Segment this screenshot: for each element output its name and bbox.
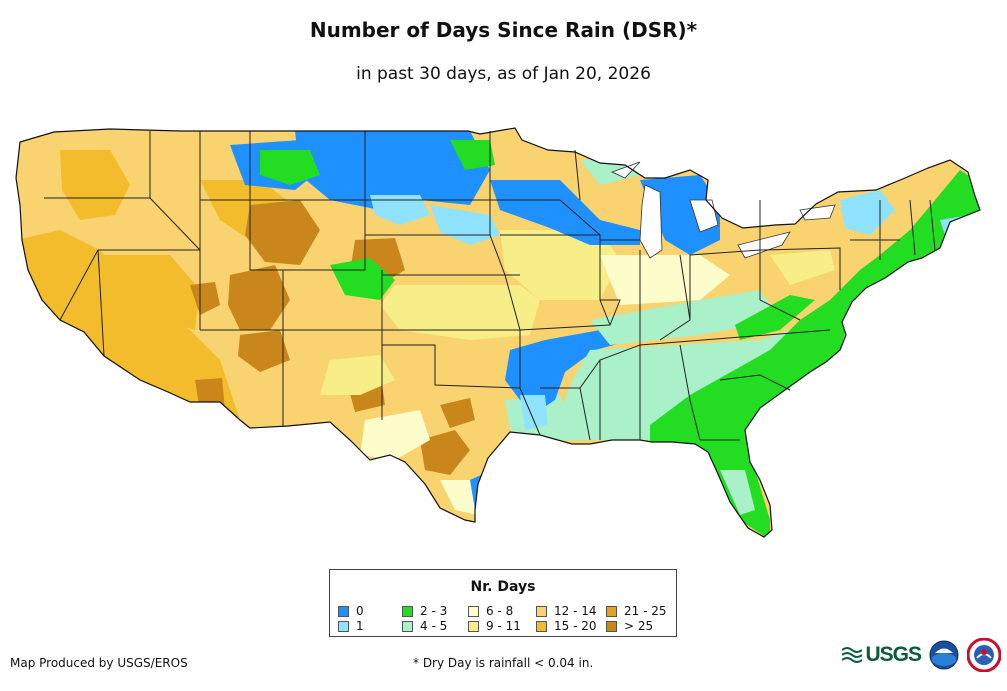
zone-25plus-arizona-south [195, 378, 225, 412]
lake-huron [689, 199, 719, 233]
legend-item: > 25 [606, 619, 653, 633]
producer-credit: Map Produced by USGS/EROS [10, 656, 188, 670]
zone-2-3-nebraska [330, 258, 395, 300]
usgs-logo: USGS [842, 643, 922, 667]
lake-erie [737, 231, 791, 259]
zone-2-3-east-coast [650, 170, 980, 537]
legend-label: 2 - 3 [420, 604, 448, 618]
legend-label: 9 - 11 [486, 619, 521, 633]
zone-6-8-texas-south [440, 480, 480, 515]
usgs-wordmark: USGS [865, 643, 922, 666]
legend-swatch [468, 620, 479, 632]
state-borders [44, 131, 936, 441]
zone-15-20-southwest [16, 230, 240, 420]
legend-item: 21 - 25 [606, 604, 667, 618]
legend-label: > 25 [624, 619, 654, 633]
zone-25plus-texas-north [440, 398, 475, 428]
zone-15-20-nevada [95, 255, 200, 330]
legend-swatch [536, 605, 547, 617]
zone-0-montana-nd [295, 131, 490, 210]
zone-25plus-utah [228, 265, 290, 330]
zone-6-8-texas-west [360, 410, 430, 460]
legend-item: 4 - 5 [402, 619, 447, 633]
zone-0-minnesota-wisconsin [490, 180, 640, 245]
zone-0-mississippi-valley [505, 318, 680, 410]
legend-label: 21 - 25 [624, 604, 667, 618]
legend-swatch [536, 620, 547, 632]
legend-label: 1 [356, 619, 364, 633]
legend-swatch [606, 605, 617, 617]
zone-9-11-ohio [770, 250, 835, 285]
legend-swatch [402, 620, 413, 632]
legend-item: 9 - 11 [468, 619, 521, 633]
legend-item: 0 [338, 604, 364, 618]
lake-michigan [639, 184, 663, 259]
dry-day-note: * Dry Day is rainfall < 0.04 in. [413, 656, 594, 670]
legend-label: 0 [356, 604, 364, 618]
legend-swatch [338, 620, 349, 632]
zone-6-8-illinois-indiana [600, 255, 730, 305]
legend-item: 1 [338, 619, 364, 633]
legend-item: 2 - 3 [402, 604, 447, 618]
zone-15-20-oregon [60, 150, 130, 220]
lake-ontario [799, 204, 836, 221]
legend-swatch [606, 620, 617, 632]
logos: USGS [842, 638, 1001, 672]
zone-25plus-arizona-north [238, 330, 290, 372]
map-title: Number of Days Since Rain (DSR)* [309, 18, 698, 42]
zone-1-south-dakota [370, 195, 430, 225]
zone-2-3-montana [260, 150, 320, 185]
nws-logo [967, 638, 1001, 672]
zone-9-11-new-mexico [320, 355, 395, 395]
zone-25plus-texas-central [420, 430, 470, 475]
legend-label: 12 - 14 [554, 604, 597, 618]
zone-4-5-kentucky-tennessee [590, 290, 780, 345]
zone-9-11-kansas [380, 285, 540, 340]
legend-swatch [338, 605, 349, 617]
legend-item: 12 - 14 [536, 604, 597, 618]
legend-swatch [468, 605, 479, 617]
legend-item: 15 - 20 [536, 619, 597, 633]
zone-2-3-north-dakota [450, 140, 495, 170]
legend-swatch [402, 605, 413, 617]
zone-1-new-york [840, 190, 895, 235]
legend-title: Nr. Days [470, 579, 536, 595]
usgs-wave-icon [842, 647, 863, 663]
legend-label: 6 - 8 [486, 604, 514, 618]
zone-25plus-nevada [190, 282, 220, 315]
legend-label: 4 - 5 [420, 619, 448, 633]
zone-25plus-wyoming [245, 200, 320, 265]
noaa-logo [929, 640, 959, 670]
map-subtitle: in past 30 days, as of Jan 20, 2026 [356, 64, 651, 84]
legend-label: 15 - 20 [554, 619, 597, 633]
zone-9-11-iowa [500, 230, 620, 300]
zone-4-5-florida [720, 470, 755, 515]
legend-item: 6 - 8 [468, 604, 513, 618]
us-dsr-map [15, 127, 981, 538]
zone-2-3-west-virginia [735, 295, 815, 340]
zone-1-new-england [940, 215, 975, 250]
